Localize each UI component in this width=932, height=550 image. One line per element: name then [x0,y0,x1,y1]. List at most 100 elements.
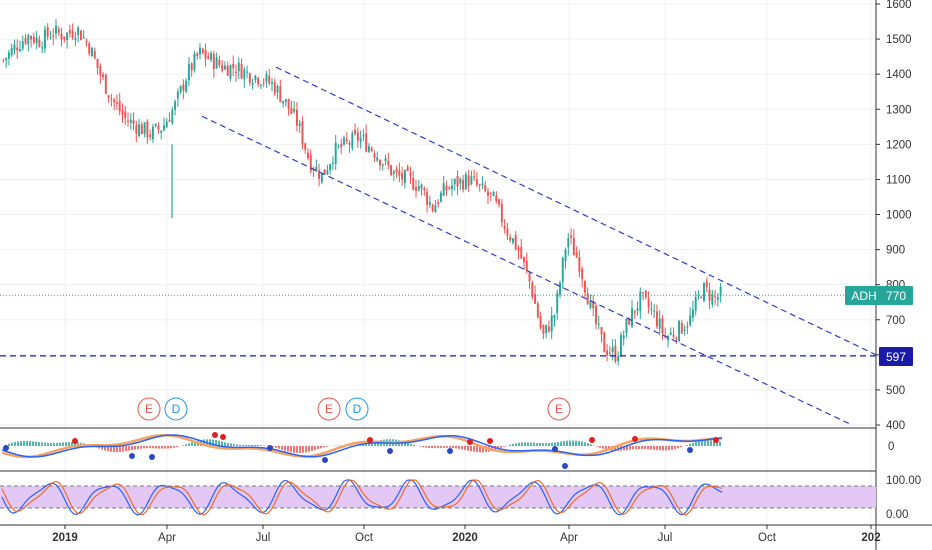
candle-body[interactable] [658,318,661,329]
candle-body[interactable] [57,28,60,33]
candle-body[interactable] [282,100,285,104]
candle-body[interactable] [545,324,548,333]
candle-body[interactable] [345,139,348,142]
candle-body[interactable] [426,191,429,205]
candle-body[interactable] [592,301,595,309]
candle-body[interactable] [304,143,307,150]
candle-body[interactable] [622,335,625,339]
candle-body[interactable] [88,43,91,54]
candle-body[interactable] [678,320,681,342]
candle-body[interactable] [334,142,337,164]
candle-body[interactable] [212,53,215,70]
candle-body[interactable] [196,53,199,57]
candle-body[interactable] [223,65,226,70]
candle-body[interactable] [716,297,719,300]
candle-body[interactable] [473,176,476,178]
stochastic-pane[interactable] [1,479,723,516]
candle-body[interactable] [135,124,138,134]
candle-body[interactable] [423,188,426,191]
earnings-marker[interactable] [137,397,161,421]
candle-body[interactable] [295,109,298,126]
candle-body[interactable] [68,30,71,34]
candle-body[interactable] [644,290,647,298]
candlestick-series[interactable] [2,19,722,366]
candle-body[interactable] [379,159,381,166]
candle-body[interactable] [431,204,434,211]
candle-body[interactable] [348,142,351,145]
candle-body[interactable] [370,148,373,151]
candle-body[interactable] [99,66,102,76]
candle-body[interactable] [16,47,19,51]
candle-body[interactable] [326,170,329,175]
candle-body[interactable] [284,99,287,103]
candle-body[interactable] [589,300,592,308]
candle-body[interactable] [464,174,467,190]
candle-body[interactable] [30,35,33,40]
candle-body[interactable] [243,69,246,80]
candle-body[interactable] [675,337,678,340]
candle-body[interactable] [235,71,237,73]
candle-body[interactable] [268,75,271,84]
candle-body[interactable] [697,294,700,296]
candle-body[interactable] [689,315,692,325]
candle-body[interactable] [163,125,165,131]
candle-body[interactable] [511,238,514,243]
candle-body[interactable] [639,291,642,312]
candle-body[interactable] [179,86,182,93]
candle-body[interactable] [503,225,506,230]
candle-body[interactable] [528,272,531,282]
candle-body[interactable] [118,100,121,112]
candle-body[interactable] [154,123,157,127]
candle-body[interactable] [19,49,21,51]
candle-body[interactable] [387,160,390,166]
candle-body[interactable] [287,98,290,109]
candle-body[interactable] [403,170,406,184]
candle-body[interactable] [531,282,534,297]
candle-body[interactable] [453,179,456,185]
candle-body[interactable] [617,356,620,361]
candle-body[interactable] [82,37,85,39]
candle-body[interactable] [498,199,501,205]
candle-body[interactable] [351,133,354,149]
candle-body[interactable] [215,57,218,69]
candle-body[interactable] [110,98,113,100]
candle-body[interactable] [24,37,27,44]
candle-body[interactable] [406,166,409,171]
candle-body[interactable] [570,235,573,238]
candle-body[interactable] [597,323,600,325]
candle-body[interactable] [21,41,24,49]
candle-body[interactable] [221,64,224,71]
candle-body[interactable] [132,120,135,125]
candle-body[interactable] [559,282,561,295]
candle-body[interactable] [608,352,611,354]
candle-body[interactable] [10,47,13,56]
candle-body[interactable] [149,134,152,138]
candle-body[interactable] [539,316,542,329]
candle-body[interactable] [409,172,412,176]
candle-body[interactable] [459,178,462,184]
candle-body[interactable] [60,33,63,40]
candle-body[interactable] [13,44,16,51]
candle-body[interactable] [442,183,445,196]
candle-body[interactable] [151,126,154,140]
candle-body[interactable] [46,27,49,37]
candle-body[interactable] [52,35,55,37]
candle-body[interactable] [428,201,431,205]
candle-body[interactable] [257,78,260,85]
candle-body[interactable] [251,83,254,85]
candle-body[interactable] [467,175,470,186]
earnings-marker[interactable] [547,397,571,421]
macd-pane[interactable] [1,432,723,469]
candle-body[interactable] [7,52,10,59]
candle-body[interactable] [669,332,672,335]
candle-body[interactable] [262,82,265,84]
candle-body[interactable] [395,168,398,173]
candle-body[interactable] [85,40,88,43]
candle-body[interactable] [171,109,174,124]
dividend-marker[interactable] [164,397,188,421]
candle-body[interactable] [74,37,77,41]
candle-body[interactable] [315,166,318,172]
candle-body[interactable] [514,234,517,250]
candle-body[interactable] [165,121,168,128]
